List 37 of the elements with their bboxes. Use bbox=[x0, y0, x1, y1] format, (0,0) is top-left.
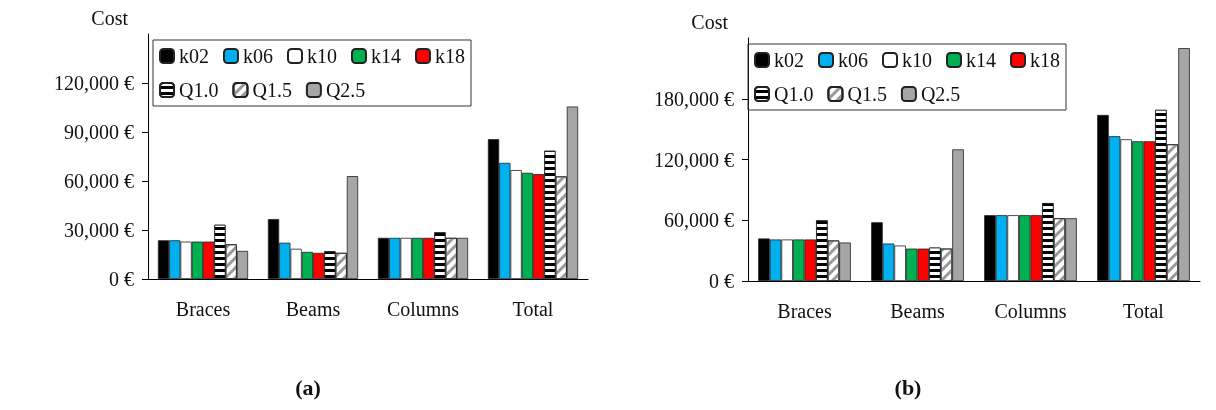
x-tick-label: Braces bbox=[777, 300, 832, 322]
legend-label: k18 bbox=[1030, 49, 1060, 71]
y-axis-title: Cost bbox=[691, 11, 729, 33]
legend-label: k06 bbox=[838, 49, 868, 71]
legend-label: k18 bbox=[435, 45, 465, 67]
y-tick-label: 60,000 € bbox=[64, 170, 134, 192]
legend-label: Q1.5 bbox=[252, 79, 292, 101]
x-tick-label: Columns bbox=[386, 298, 460, 320]
text: (a) bbox=[295, 374, 321, 400]
y-tick-label: 0 € bbox=[709, 270, 734, 292]
legend-label: k10 bbox=[902, 49, 932, 71]
legend-label: Q2.5 bbox=[920, 83, 961, 105]
x-tick-label: Total bbox=[512, 298, 554, 320]
legend-label: k14 bbox=[371, 45, 401, 67]
x-tick-label: Braces bbox=[175, 298, 231, 320]
text: (b) bbox=[894, 374, 922, 400]
legend-label: k06 bbox=[243, 45, 273, 67]
x-tick-label: Total bbox=[1123, 300, 1165, 322]
legend-label: k02 bbox=[774, 49, 804, 71]
y-tick-label: 60,000 € bbox=[664, 209, 734, 232]
y-tick-label: 120,000 € bbox=[654, 148, 734, 171]
x-tick-label: Beams bbox=[285, 298, 341, 320]
y-tick-label: 180,000 € bbox=[654, 87, 734, 110]
y-axis-title: Cost bbox=[91, 7, 129, 29]
y-tick-label: 120,000 € bbox=[54, 72, 134, 94]
y-tick-label: 90,000 € bbox=[64, 121, 134, 143]
x-tick-label: Beams bbox=[890, 300, 945, 322]
legend-label: Q1.0 bbox=[179, 79, 219, 101]
y-tick-label: 30,000 € bbox=[64, 219, 134, 241]
legend-label: k02 bbox=[179, 45, 209, 67]
legend-label: Q1.0 bbox=[774, 83, 814, 105]
legend-label: Q1.5 bbox=[847, 83, 887, 105]
legend-label: k14 bbox=[966, 49, 996, 71]
legend-label: k10 bbox=[307, 45, 337, 67]
legend-label: Q2.5 bbox=[325, 79, 366, 101]
y-tick-label: 0 € bbox=[109, 268, 134, 290]
x-tick-label: Columns bbox=[994, 300, 1067, 322]
